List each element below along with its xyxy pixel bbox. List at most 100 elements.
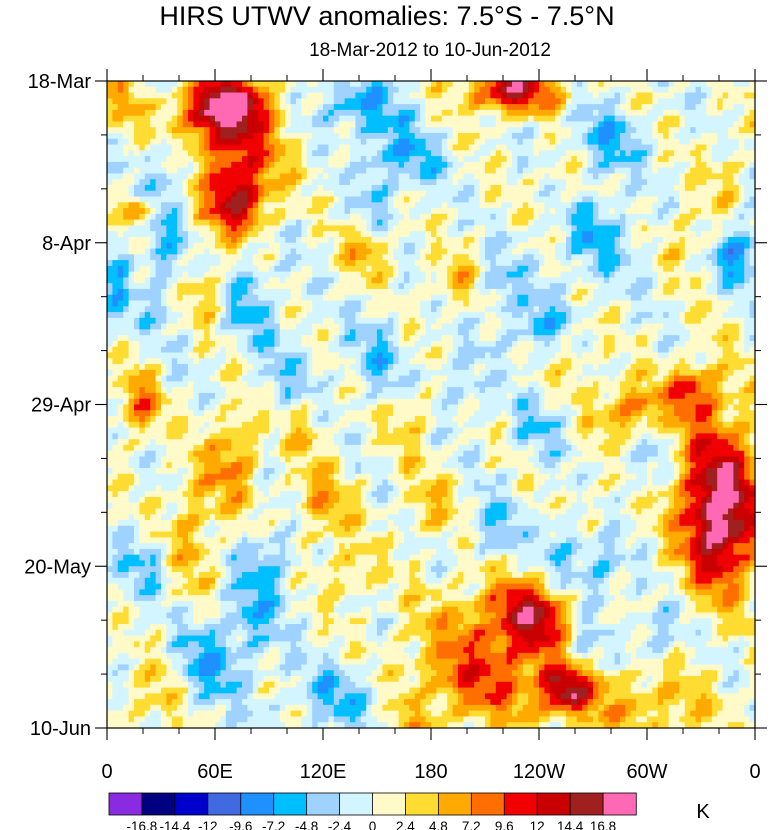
- field-cell: [496, 225, 502, 231]
- field-cell: [712, 220, 718, 226]
- field-cell: [447, 150, 453, 156]
- field-cell: [377, 173, 383, 179]
- field-cell: [323, 249, 329, 255]
- field-cell: [382, 254, 388, 260]
- field-cell: [307, 312, 313, 318]
- field-cell: [712, 249, 718, 255]
- field-cell: [123, 306, 129, 312]
- field-cell: [733, 81, 739, 87]
- field-cell: [458, 225, 464, 231]
- field-cell: [528, 191, 534, 197]
- field-cell: [588, 243, 594, 249]
- field-cell: [604, 156, 610, 162]
- field-cell: [679, 266, 685, 272]
- field-cell: [247, 208, 253, 214]
- field-cell: [615, 185, 621, 191]
- field-cell: [690, 104, 696, 110]
- field-cell: [723, 168, 729, 174]
- field-cell: [366, 104, 372, 110]
- field-cell: [512, 295, 518, 301]
- field-cell: [528, 185, 534, 191]
- field-cell: [620, 306, 626, 312]
- field-cell: [663, 133, 669, 139]
- field-cell: [544, 191, 550, 197]
- field-cell: [663, 283, 669, 289]
- field-cell: [539, 87, 545, 93]
- field-cell: [204, 173, 210, 179]
- field-cell: [728, 98, 734, 104]
- field-cell: [399, 197, 405, 203]
- field-cell: [469, 93, 475, 99]
- field-cell: [496, 208, 502, 214]
- field-cell: [150, 306, 156, 312]
- field-cell: [150, 220, 156, 226]
- field-cell: [318, 98, 324, 104]
- field-cell: [118, 301, 124, 307]
- field-cell: [112, 168, 118, 174]
- field-cell: [377, 277, 383, 283]
- field-cell: [150, 197, 156, 203]
- field-cell: [458, 272, 464, 278]
- field-cell: [404, 93, 410, 99]
- field-cell: [447, 139, 453, 145]
- field-cell: [593, 283, 599, 289]
- field-cell: [161, 312, 167, 318]
- field-cell: [339, 306, 345, 312]
- field-cell: [679, 243, 685, 249]
- field-cell: [534, 283, 540, 289]
- field-cell: [674, 289, 680, 295]
- field-cell: [361, 145, 367, 151]
- field-cell: [242, 260, 248, 266]
- field-cell: [512, 98, 518, 104]
- field-cell: [528, 168, 534, 174]
- field-cell: [193, 295, 199, 301]
- field-cell: [177, 150, 183, 156]
- field-cell: [544, 306, 550, 312]
- field-cell: [480, 197, 486, 203]
- field-cell: [242, 254, 248, 260]
- field-cell: [712, 197, 718, 203]
- field-cell: [631, 231, 637, 237]
- field-cell: [539, 283, 545, 289]
- field-cell: [247, 260, 253, 266]
- field-cell: [512, 156, 518, 162]
- field-cell: [604, 312, 610, 318]
- field-cell: [350, 289, 356, 295]
- field-cell: [415, 98, 421, 104]
- field-cell: [139, 225, 145, 231]
- field-cell: [507, 191, 513, 197]
- field-cell: [696, 214, 702, 220]
- field-cell: [523, 208, 529, 214]
- field-cell: [112, 197, 118, 203]
- field-cell: [393, 156, 399, 162]
- field-cell: [323, 156, 329, 162]
- field-cell: [501, 168, 507, 174]
- field-cell: [555, 156, 561, 162]
- field-cell: [733, 162, 739, 168]
- field-cell: [469, 237, 475, 243]
- field-cell: [728, 87, 734, 93]
- field-cell: [739, 231, 745, 237]
- field-cell: [339, 214, 345, 220]
- field-cell: [161, 185, 167, 191]
- field-cell: [517, 214, 523, 220]
- field-cell: [161, 243, 167, 249]
- field-cell: [415, 243, 421, 249]
- field-cell: [609, 231, 615, 237]
- field-cell: [112, 225, 118, 231]
- field-cell: [463, 145, 469, 151]
- field-cell: [669, 104, 675, 110]
- field-cell: [658, 272, 664, 278]
- field-cell: [631, 133, 637, 139]
- field-cell: [701, 179, 707, 185]
- field-cell: [258, 110, 264, 116]
- field-cell: [193, 98, 199, 104]
- field-cell: [496, 110, 502, 116]
- field-cell: [377, 133, 383, 139]
- field-cell: [188, 318, 194, 324]
- field-cell: [690, 81, 696, 87]
- field-cell: [355, 277, 361, 283]
- field-cell: [345, 87, 351, 93]
- field-cell: [631, 272, 637, 278]
- field-cell: [717, 289, 723, 295]
